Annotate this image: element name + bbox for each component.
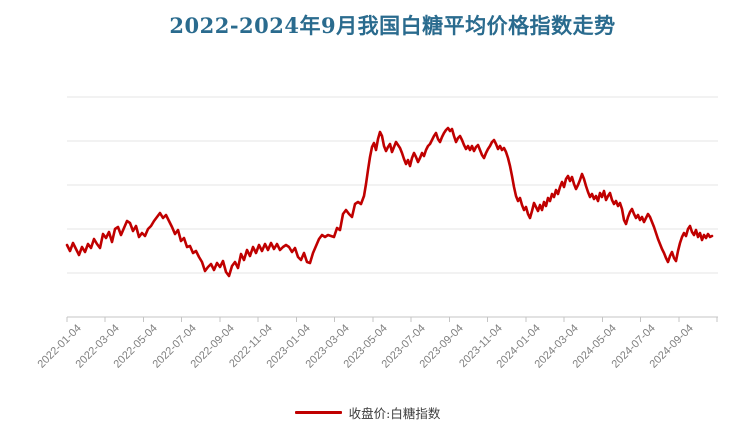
series-line — [65, 126, 714, 278]
legend-line-swatch — [294, 410, 342, 414]
legend-label: 收盘价:白糖指数 — [348, 405, 441, 421]
chart-title: 2022-2024年9月我国白糖平均价格指数走势 — [169, 13, 616, 38]
legend: 收盘价:白糖指数 — [0, 403, 735, 421]
